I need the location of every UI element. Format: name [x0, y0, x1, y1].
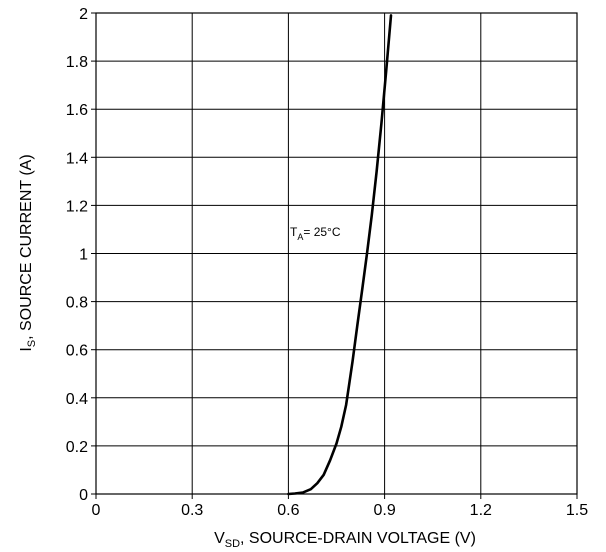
y-tick-label: 2: [79, 6, 88, 23]
y-tick-label: 0.6: [66, 343, 88, 360]
y-tick-label: 1.6: [66, 102, 88, 119]
x-tick-label: 1.5: [566, 502, 588, 519]
y-tick-labels: 0 0.2 0.4 0.6 0.8 1 1.2 1.4 1.6 1.8 2: [66, 6, 88, 504]
y-tick-label: 1: [79, 247, 88, 264]
x-tick-label: 0.3: [181, 502, 203, 519]
y-tick-label: 0.8: [66, 295, 88, 312]
x-tick-label: 0.9: [373, 502, 395, 519]
y-tick-label: 0.2: [66, 439, 88, 456]
y-tick-label: 1.4: [66, 150, 88, 167]
curve-layer: [287, 14, 393, 496]
y-axis-label: IS, SOURCE CURRENT (A): [18, 154, 38, 351]
y-tick-label: 1.2: [66, 198, 88, 215]
plot-frame: [95, 12, 578, 495]
x-axis-label: VSD, SOURCE-DRAIN VOLTAGE (V): [214, 530, 476, 550]
source-current-curve: [287, 14, 393, 496]
x-tick-label: 0.6: [277, 502, 299, 519]
x-tick-labels: 0 0.3 0.6 0.9 1.2 1.5: [92, 502, 589, 519]
temperature-annotation: TA= 25°C: [290, 225, 341, 242]
y-tick-label: 1.8: [66, 54, 88, 71]
grid: [91, 12, 578, 499]
x-tick-label: 0: [92, 502, 101, 519]
y-tick-label: 0.4: [66, 391, 88, 408]
y-tick-label: 0: [79, 487, 88, 504]
x-tick-label: 1.2: [470, 502, 492, 519]
